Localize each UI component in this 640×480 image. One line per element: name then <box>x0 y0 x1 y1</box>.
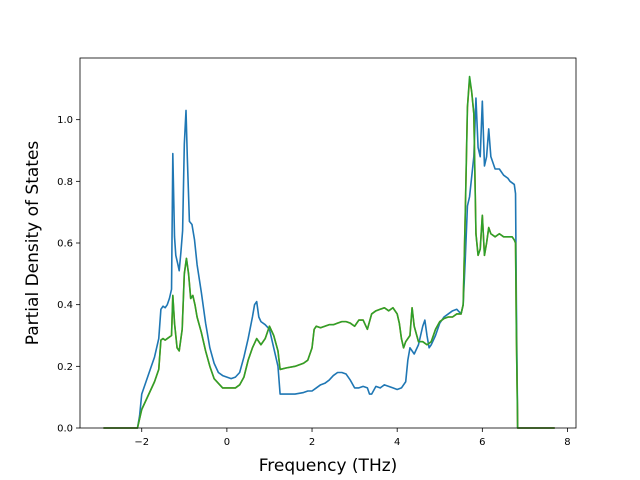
x-tick-label: 4 <box>394 437 400 448</box>
x-tick-label: −2 <box>134 437 149 448</box>
x-tick-label: 2 <box>309 437 315 448</box>
x-axis-ticks: −2 0 2 4 6 8 <box>134 428 571 448</box>
y-tick-label: 0.8 <box>57 177 73 188</box>
series-layer <box>103 75 555 429</box>
plot-area <box>80 58 576 428</box>
x-tick-label: 6 <box>479 437 485 448</box>
y-tick-label: 0.6 <box>57 239 73 250</box>
y-axis-ticks: 0.0 0.2 0.4 0.6 0.8 1.0 <box>57 115 80 435</box>
series-line-3 <box>103 75 555 429</box>
x-axis-label: Frequency (THz) <box>259 456 398 476</box>
y-tick-label: 1.0 <box>57 115 73 126</box>
y-tick-label: 0.0 <box>57 424 73 435</box>
y-tick-label: 0.4 <box>57 300 73 311</box>
x-tick-label: 0 <box>224 437 230 448</box>
series-line-1 <box>103 97 555 429</box>
y-tick-label: 0.2 <box>57 362 73 373</box>
x-tick-label: 8 <box>564 437 570 448</box>
y-axis-label: Partial Density of States <box>23 141 43 346</box>
